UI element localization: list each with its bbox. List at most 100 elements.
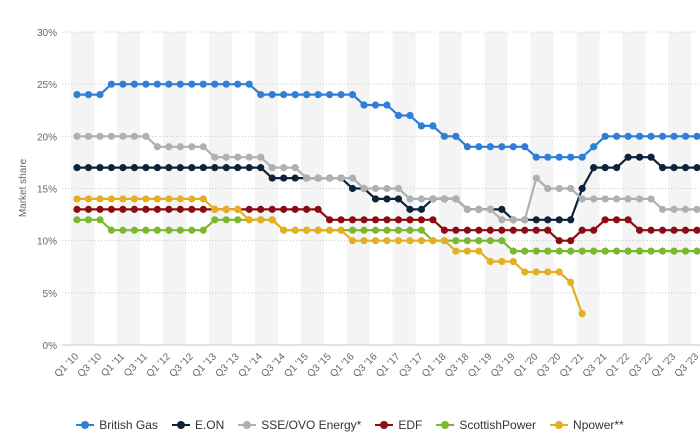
data-point[interactable] [257,153,265,161]
data-point[interactable] [498,205,506,213]
data-point[interactable] [360,237,368,245]
data-point[interactable] [280,205,288,213]
data-point[interactable] [96,205,104,213]
data-point[interactable] [567,247,575,255]
data-point[interactable] [360,101,368,109]
data-point[interactable] [624,153,632,161]
data-point[interactable] [670,226,678,234]
data-point[interactable] [429,216,437,224]
data-point[interactable] [360,184,368,193]
legend-item[interactable]: British Gas [76,418,158,432]
data-point[interactable] [532,216,540,224]
data-point[interactable] [635,247,644,255]
data-point[interactable] [394,237,403,245]
data-point[interactable] [498,216,506,224]
data-point[interactable] [590,164,598,172]
data-point[interactable] [348,91,357,99]
data-point[interactable] [130,226,139,234]
data-point[interactable] [613,195,621,203]
data-point[interactable] [590,226,598,234]
data-point[interactable] [486,226,494,234]
data-point[interactable] [199,164,207,172]
data-point[interactable] [417,237,426,245]
legend-item[interactable]: ScottishPower [436,418,536,432]
data-point[interactable] [96,216,104,224]
data-point[interactable] [199,80,207,88]
data-point[interactable] [406,226,414,234]
data-point[interactable] [532,226,540,234]
data-point[interactable] [463,237,471,245]
data-point[interactable] [601,164,609,172]
data-point[interactable] [532,247,540,255]
data-point[interactable] [245,205,253,213]
data-point[interactable] [234,153,242,161]
data-point[interactable] [337,91,345,99]
data-point[interactable] [176,205,184,213]
data-point[interactable] [130,80,139,88]
legend-item[interactable]: EDF [375,418,422,432]
data-point[interactable] [440,226,449,234]
data-point[interactable] [544,226,552,234]
data-point[interactable] [590,143,598,151]
data-point[interactable] [486,237,494,245]
data-point[interactable] [498,226,506,234]
data-point[interactable] [521,247,529,255]
data-point[interactable] [658,247,667,255]
data-point[interactable] [555,184,563,193]
data-point[interactable] [130,132,139,140]
data-point[interactable] [142,164,150,172]
data-point[interactable] [475,226,483,234]
data-point[interactable] [211,205,219,213]
data-point[interactable] [475,247,483,255]
data-point[interactable] [394,111,403,120]
data-point[interactable] [337,174,345,182]
data-point[interactable] [337,216,345,224]
data-point[interactable] [383,184,391,193]
data-point[interactable] [119,195,127,203]
data-point[interactable] [348,174,357,182]
data-point[interactable] [417,122,426,130]
data-point[interactable] [383,195,391,203]
data-point[interactable] [245,153,253,161]
data-point[interactable] [199,226,207,234]
data-point[interactable] [153,226,161,234]
data-point[interactable] [96,91,104,99]
data-point[interactable] [314,174,322,182]
data-point[interactable] [567,278,575,286]
data-point[interactable] [234,216,242,224]
data-point[interactable] [257,91,265,99]
data-point[interactable] [188,164,196,172]
data-point[interactable] [348,184,357,193]
data-point[interactable] [73,216,81,224]
data-point[interactable] [406,216,414,224]
data-point[interactable] [176,143,184,151]
data-point[interactable] [360,226,368,234]
data-point[interactable] [371,216,380,224]
data-point[interactable] [130,195,139,203]
data-point[interactable] [211,80,219,88]
data-point[interactable] [383,216,391,224]
data-point[interactable] [578,184,586,193]
data-point[interactable] [394,195,403,203]
data-point[interactable] [544,216,552,224]
data-point[interactable] [440,195,449,203]
data-point[interactable] [73,195,81,203]
data-point[interactable] [475,237,483,245]
data-point[interactable] [429,237,437,245]
data-point[interactable] [348,237,357,245]
data-point[interactable] [165,164,173,172]
data-point[interactable] [73,164,81,172]
data-point[interactable] [268,216,276,224]
data-point[interactable] [119,226,127,234]
data-point[interactable] [658,132,667,140]
data-point[interactable] [107,205,116,213]
data-point[interactable] [325,216,334,224]
data-point[interactable] [188,143,196,151]
data-point[interactable] [613,164,621,172]
data-point[interactable] [222,153,230,161]
data-point[interactable] [681,164,690,172]
data-point[interactable] [107,80,116,88]
data-point[interactable] [509,247,517,255]
data-point[interactable] [681,205,690,213]
data-point[interactable] [291,205,299,213]
